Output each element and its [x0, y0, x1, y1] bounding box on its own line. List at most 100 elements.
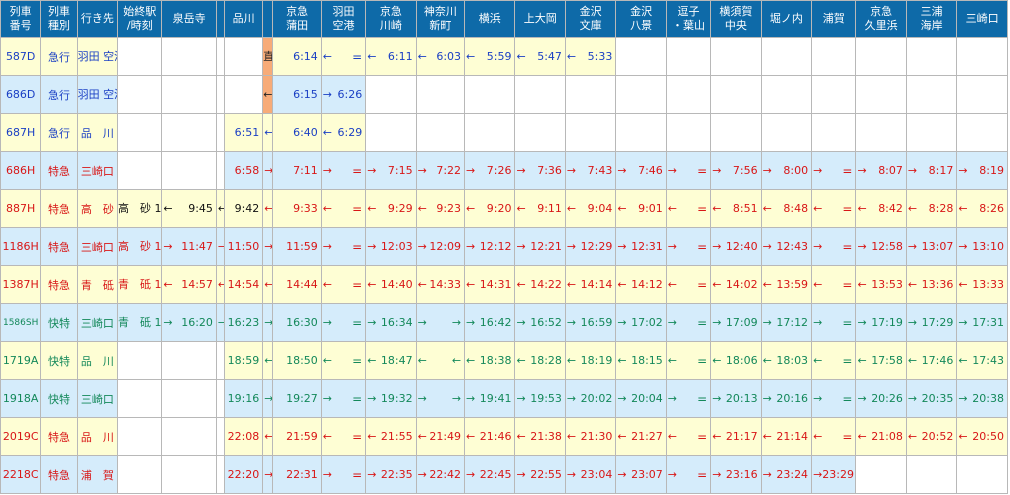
time-value: 6:40 — [293, 126, 318, 139]
direction-arrow: ← — [264, 202, 273, 215]
table-cell — [464, 75, 516, 114]
table-cell: 特急 — [40, 455, 78, 494]
column-header: 浦賀 — [811, 0, 857, 38]
table-cell: 急行 — [40, 113, 78, 152]
time-value: 18:59 — [227, 354, 260, 367]
table-cell: ← 8:28 — [905, 189, 958, 228]
table-cell: → = — [665, 151, 712, 190]
table-cell — [215, 151, 225, 190]
time-value: 18:50 — [286, 354, 318, 367]
direction-arrow: ← — [958, 278, 968, 291]
direction-arrow: ← — [322, 202, 333, 215]
table-cell: → 7:22 — [415, 151, 466, 190]
table-cell: → = — [811, 227, 857, 266]
direction-arrow: → — [417, 164, 427, 177]
direction-arrow: ← — [667, 278, 678, 291]
time-value: 19:32 — [380, 392, 413, 405]
table-cell — [365, 113, 417, 152]
table-cell: ← 18:15 — [615, 341, 667, 380]
direction-arrow: → — [466, 468, 476, 481]
table-cell — [223, 75, 264, 114]
time-value: 20:50 — [972, 430, 1004, 443]
table-cell: 1586SH — [0, 303, 42, 342]
column-header: 横浜 — [464, 0, 516, 38]
table-cell: 特急 — [40, 265, 78, 304]
table-cell: → 6:26 — [320, 75, 367, 114]
direction-arrow: ← — [516, 202, 526, 215]
table-cell: ← 18:47 — [365, 341, 417, 380]
table-cell: → 17:29 — [905, 303, 958, 342]
time-value: 7:15 — [387, 164, 413, 177]
direction-arrow: ← — [762, 354, 772, 367]
table-cell: ← 5:33 — [564, 37, 617, 76]
time-value: 18:03 — [776, 354, 809, 367]
direction-arrow: ← — [857, 430, 867, 443]
table-cell: → 12:31 — [615, 227, 667, 266]
time-value: 13:07 — [921, 240, 954, 253]
table-cell: → → — [415, 379, 466, 418]
direction-arrow: → — [667, 316, 678, 329]
table-cell: ← ④ — [262, 75, 274, 114]
time-value: 17:19 — [871, 316, 903, 329]
time-value: 12:40 — [725, 240, 758, 253]
time-value: = — [352, 201, 363, 216]
table-cell: → 13:10 — [956, 227, 1008, 266]
table-cell — [117, 341, 163, 380]
time-value: 9:23 — [436, 202, 462, 215]
table-cell: 19:27 — [272, 379, 322, 418]
table-cell: → 7:26 — [464, 151, 516, 190]
table-cell: 9:42 — [223, 189, 264, 228]
direction-arrow: ← — [566, 202, 577, 215]
time-value: 19:41 — [479, 392, 512, 405]
time-value: 5:59 — [486, 50, 512, 63]
table-cell — [615, 113, 667, 152]
direction-arrow: ← — [813, 202, 823, 215]
time-value: 14:33 — [429, 278, 462, 291]
direction-arrow: → — [264, 316, 273, 329]
time-value: 8:07 — [878, 164, 903, 177]
direction-arrow: → — [958, 240, 968, 253]
table-cell: 羽田 空港 — [76, 37, 119, 76]
table-row: 1918A 快特 三崎口 19:16 → 19:27 → = → 19:32 → → → 19:41 → 19… — [0, 379, 1008, 418]
direction-arrow: ← — [264, 430, 273, 443]
direction-arrow: ← — [813, 278, 823, 291]
direction-arrow: → — [857, 240, 867, 253]
direction-arrow: ← — [264, 278, 273, 291]
time-value: 20:35 — [921, 392, 954, 405]
direction-arrow: → — [667, 164, 678, 177]
time-value: 8:51 — [732, 202, 758, 215]
direction-arrow: ← — [417, 278, 427, 291]
direction-arrow: → — [322, 392, 333, 405]
table-cell: → = — [320, 303, 367, 342]
time-value: 18:47 — [380, 354, 413, 367]
table-cell: 2019C — [0, 417, 42, 456]
direction-arrow: → — [762, 164, 772, 177]
table-cell: → = — [665, 455, 712, 494]
column-header: 始終駅 /時刻 — [117, 0, 163, 38]
table-cell — [905, 37, 958, 76]
time-value: 6:03 — [436, 50, 462, 63]
table-cell — [415, 113, 466, 152]
column-header: 三崎口 — [956, 0, 1008, 38]
direction-arrow: ← — [958, 354, 968, 367]
time-value: = — [842, 391, 853, 406]
time-value: 23:04 — [580, 468, 613, 481]
time-value: 19:16 — [227, 392, 260, 405]
time-value: 21:14 — [776, 430, 809, 443]
direction-arrow: ← — [566, 430, 577, 443]
direction-arrow: ← — [367, 430, 377, 443]
direction-arrow: ← — [907, 354, 918, 367]
time-value: 14:12 — [631, 278, 663, 291]
time-value: 12:43 — [776, 240, 809, 253]
table-cell: ← 14:12 — [615, 265, 667, 304]
table-cell: → 23:24 — [760, 455, 813, 494]
column-header — [215, 0, 225, 38]
direction-arrow: → — [322, 468, 333, 481]
time-value: 18:06 — [725, 354, 758, 367]
table-cell: → = — [811, 379, 857, 418]
table-cell: → — [215, 303, 225, 342]
table-row: 686H 特急 三崎口 6:58 → 7:11 → = → 7:15 → 7:22 → 7:26 → 7:36… — [0, 151, 1008, 190]
time-value: 22:45 — [479, 468, 512, 481]
time-value: 18:28 — [530, 354, 562, 367]
